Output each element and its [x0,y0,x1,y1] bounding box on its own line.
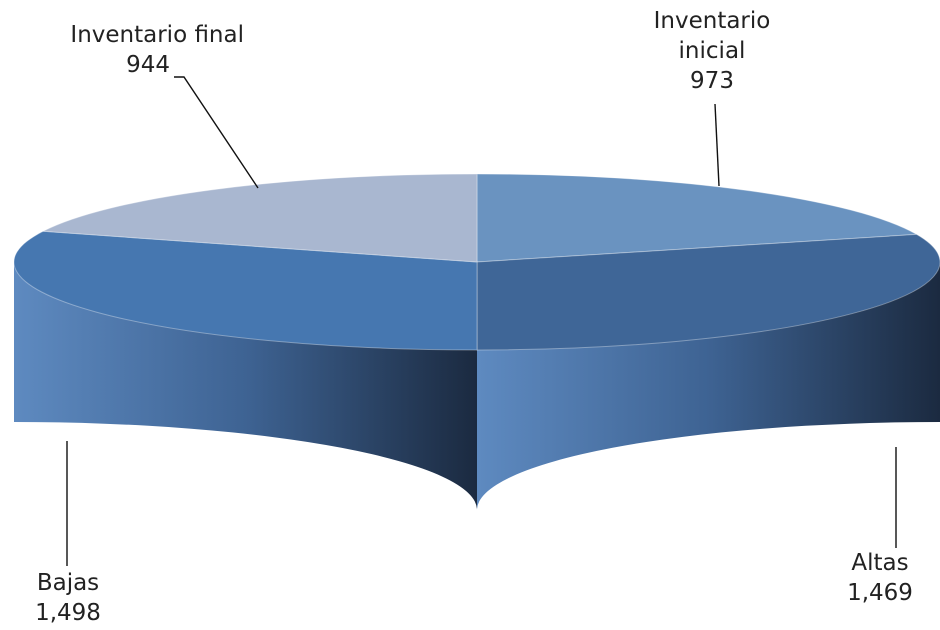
label-name-altas: Altas [851,550,908,576]
slice-inventario-final [41,173,478,263]
label-name-bajas: Bajas [37,570,99,596]
label-value-inventario-final: 944 [126,52,170,78]
label-name-inventario-inicial-line-1: Inventario [654,8,771,34]
slice-bajas [13,230,478,351]
pie-top-layer [13,173,940,351]
slice-inventario-inicial [476,173,919,263]
data-labels: Inventario inicial 973 Altas 1,469 Bajas 1,498… [35,8,913,626]
label-value-altas: 1,469 [847,580,913,606]
label-value-bajas: 1,498 [35,600,101,626]
label-name-inventario-inicial-line-2: inicial [679,38,746,64]
label-value-inventario-inicial: 973 [690,68,734,94]
leader-lines [66,76,897,566]
leader-line-inventario-final [174,76,259,189]
label-name-inventario-final: Inventario final [70,22,244,48]
slice-altas [476,233,940,351]
leader-line-inventario-inicial [714,103,720,187]
